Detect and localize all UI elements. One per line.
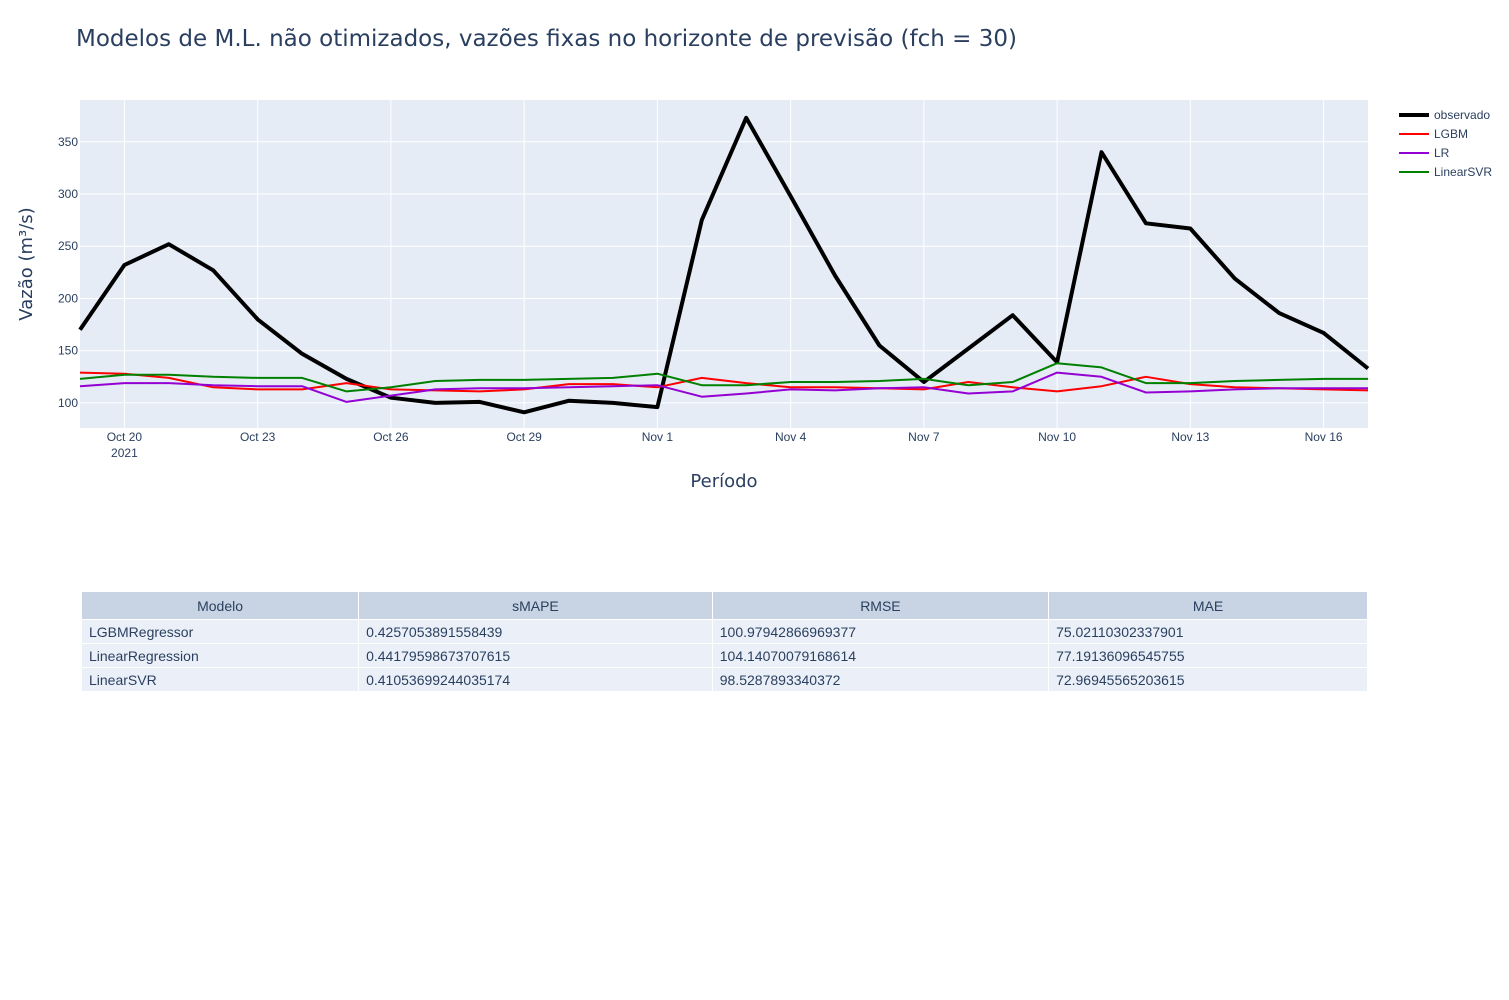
x-tick-label: Nov 13: [1171, 430, 1209, 444]
table-row: LGBMRegressor 0.4257053891558439 100.97942…: [82, 620, 1367, 644]
table-cell: 104.14070079168614: [713, 644, 1048, 668]
legend-label: LR: [1434, 146, 1450, 160]
x-tick-label: Oct 29: [506, 430, 542, 444]
table-cell: LinearRegression: [82, 644, 358, 668]
legend-label: LGBM: [1434, 127, 1468, 141]
table-header-cell: MAE: [1049, 592, 1367, 620]
metrics-table: Modelo sMAPE RMSE MAE LGBMRegressor 0.425705…: [81, 592, 1368, 692]
x-tick-sublabel: 2021: [111, 446, 138, 460]
x-tick-label: Oct 20: [107, 430, 143, 444]
y-tick-label: 200: [58, 291, 78, 305]
line-chart: Oct 20 2021 Oct 23 Oct 26 Oct 29 Nov 1 Nov 4 No…: [0, 0, 1509, 520]
x-tick-label: Nov 4: [775, 430, 807, 444]
y-tick-label: 250: [58, 239, 78, 253]
x-axis-label: Período: [690, 471, 757, 492]
legend-item-linearsvr[interactable]: LinearSVR: [1399, 165, 1492, 179]
legend-label: LinearSVR: [1434, 165, 1492, 179]
legend-item-lgbm[interactable]: LGBM: [1399, 127, 1468, 141]
x-tick-label: Nov 16: [1305, 430, 1343, 444]
table-cell: 100.97942866969377: [713, 620, 1048, 644]
legend-item-observado[interactable]: observado: [1399, 108, 1490, 122]
x-tick-label: Nov 10: [1038, 430, 1076, 444]
table-cell: 0.44179598673707615: [359, 644, 712, 668]
y-tick-label: 300: [58, 187, 78, 201]
legend-item-lr[interactable]: LR: [1399, 146, 1450, 160]
y-axis-ticks: 100 150 200 250 300 350: [58, 135, 78, 410]
table-body: LGBMRegressor 0.4257053891558439 100.97942…: [82, 620, 1367, 692]
table-header-cell: RMSE: [713, 592, 1048, 620]
table-header-row: Modelo sMAPE RMSE MAE: [82, 592, 1367, 620]
table-header-cell: Modelo: [82, 592, 358, 620]
table-cell: LGBMRegressor: [82, 620, 358, 644]
table-cell: LinearSVR: [82, 668, 358, 692]
table-cell: 75.02110302337901: [1049, 620, 1367, 644]
table-header-cell: sMAPE: [359, 592, 712, 620]
x-tick-label: Nov 7: [908, 430, 940, 444]
x-axis-ticks: Oct 20 2021 Oct 23 Oct 26 Oct 29 Nov 1 Nov 4 No…: [107, 430, 1343, 460]
legend: observado LGBM LR LinearSVR: [1399, 108, 1492, 179]
y-tick-label: 100: [58, 396, 78, 410]
table-cell: 72.96945565203615: [1049, 668, 1367, 692]
x-tick-label: Nov 1: [642, 430, 674, 444]
table-cell: 98.5287893340372: [713, 668, 1048, 692]
y-tick-label: 150: [58, 344, 78, 358]
x-tick-label: Oct 23: [240, 430, 276, 444]
table-cell: 77.19136096545755: [1049, 644, 1367, 668]
y-axis-label: Vazão (m³/s): [16, 207, 37, 320]
table-row: LinearSVR 0.41053699244035174 98.528789334…: [82, 668, 1367, 692]
x-tick-label: Oct 26: [373, 430, 409, 444]
table-cell: 0.41053699244035174: [359, 668, 712, 692]
table-row: LinearRegression 0.44179598673707615 104.1…: [82, 644, 1367, 668]
legend-label: observado: [1434, 108, 1490, 122]
y-tick-label: 350: [58, 135, 78, 149]
table-cell: 0.4257053891558439: [359, 620, 712, 644]
